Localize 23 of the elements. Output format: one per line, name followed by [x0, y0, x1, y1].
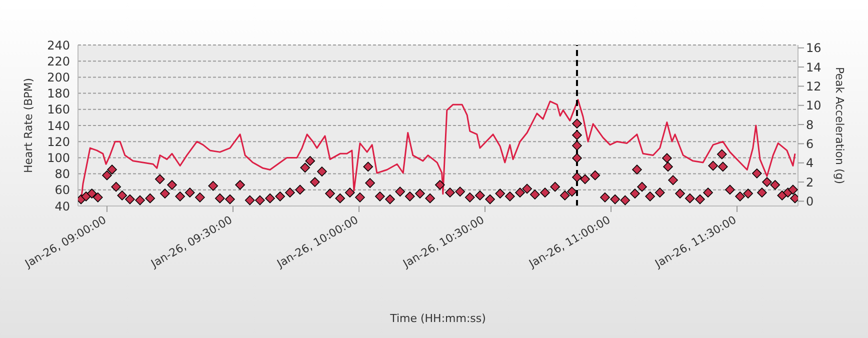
y-tick-label: 200	[47, 70, 70, 84]
y-axis-title: Heart Rate (BPM)	[22, 78, 35, 174]
x-axis-title: Time (HH:mm:ss)	[389, 312, 486, 325]
y2-tick-label: 8	[806, 118, 814, 132]
y2-tick-label: 0	[806, 194, 814, 208]
y-tick-label: 220	[47, 54, 70, 68]
y-tick-label: 140	[47, 118, 70, 133]
y-tick-label: 180	[47, 86, 70, 101]
y-tick-label: 40	[54, 199, 70, 214]
y-tick-label: 80	[54, 167, 70, 182]
y2-tick-label: 12	[806, 79, 822, 94]
y-tick-label: 60	[54, 183, 70, 198]
y2-tick-label: 10	[806, 98, 822, 113]
y-tick-label: 120	[47, 134, 70, 149]
y2-tick-label: 4	[806, 156, 814, 170]
y2-axis-title: Peak Acceleration (g)	[833, 66, 846, 184]
y2-tick-label: 14	[806, 60, 822, 74]
y2-tick-label: 2	[806, 175, 814, 190]
y2-tick-label: 16	[806, 41, 822, 56]
y-tick-label: 100	[47, 150, 70, 165]
y-tick-label: 160	[47, 102, 70, 117]
y2-tick-label: 6	[806, 136, 814, 151]
y-tick-label: 240	[47, 38, 70, 52]
